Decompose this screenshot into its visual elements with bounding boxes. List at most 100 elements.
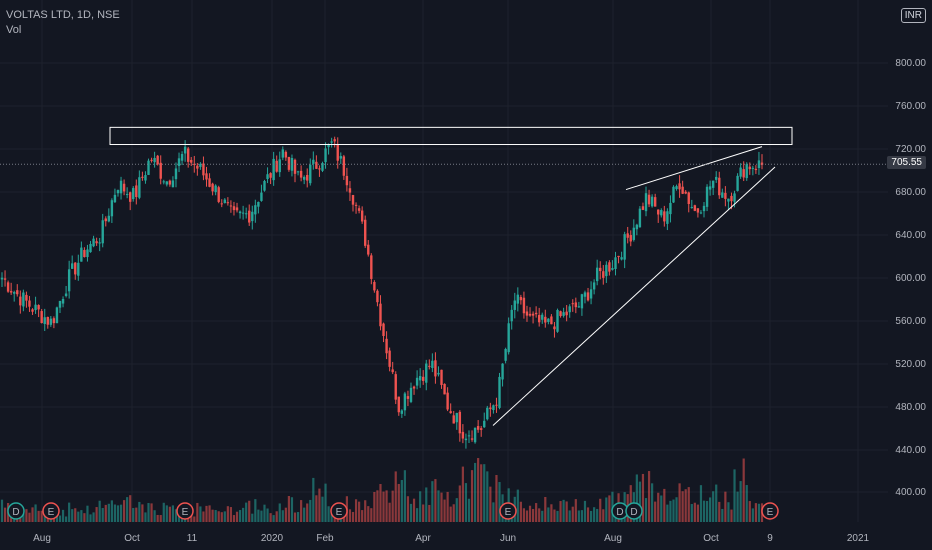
volume-bar (165, 505, 168, 522)
candle-body (217, 187, 220, 202)
volume-bar (150, 503, 153, 522)
candle-body (394, 374, 397, 400)
volume-bar (702, 500, 706, 522)
candle-body (25, 294, 28, 301)
candle-body (55, 307, 59, 324)
candle-body (196, 165, 199, 169)
volume-bar (412, 498, 416, 522)
trend-drawings[interactable] (0, 126, 888, 426)
candle-body (141, 176, 144, 178)
volume-bar (77, 511, 80, 522)
volume-bar (208, 505, 211, 522)
candle-body (528, 313, 532, 316)
volume-bar (696, 504, 700, 522)
candle-body (89, 243, 92, 253)
price-axis[interactable]: 400.00 440.00 480.00 520.00 560.00 600.00 640.… (895, 58, 926, 498)
candle-body (409, 387, 413, 402)
volume-bar (141, 504, 144, 522)
dividend-marker[interactable] (625, 502, 643, 520)
candle-body (705, 186, 709, 207)
candle-body (52, 318, 56, 324)
currency-badge[interactable]: INR (900, 8, 926, 23)
candle-body (232, 206, 236, 211)
volume-bar (315, 495, 318, 522)
candle-body (428, 365, 431, 367)
price-tick-label: 720.00 (895, 144, 926, 155)
volume-bar (593, 507, 596, 522)
volume-bar (101, 508, 104, 522)
volume-bar (443, 499, 446, 522)
candle-body (281, 149, 285, 158)
candle-body (235, 207, 239, 211)
candle-body (379, 303, 382, 327)
volume-bar (58, 515, 62, 522)
volume-bar (446, 491, 449, 522)
volume-bar (122, 500, 126, 522)
candle-body (382, 323, 385, 336)
volume-bar (248, 500, 251, 522)
volume-bar (89, 514, 92, 522)
earnings-marker[interactable] (499, 502, 517, 520)
candle-body (556, 309, 559, 332)
candle-body (653, 197, 657, 207)
candle-body (498, 376, 501, 408)
candle-body (241, 212, 245, 214)
candle-body (13, 292, 16, 294)
candle-body (128, 192, 132, 202)
price-tick-label: 600.00 (895, 273, 926, 284)
volume-bar (28, 512, 31, 522)
candle-body (34, 304, 37, 311)
candle-body (431, 360, 434, 368)
candle-body (223, 199, 227, 204)
volume-bar (242, 507, 245, 522)
candle-body (672, 186, 675, 203)
candle-body (608, 262, 611, 272)
price-tick-label: 800.00 (895, 58, 926, 69)
volume-bar (483, 464, 486, 522)
candle-body (455, 412, 458, 423)
volume-bar (287, 496, 291, 522)
volume-bar (263, 504, 266, 522)
earnings-marker[interactable] (330, 502, 348, 520)
volume-bar (715, 484, 718, 522)
volume-bar (232, 515, 236, 522)
volume-bar (110, 500, 113, 522)
time-axis[interactable]: Aug Oct 11 2020 Feb Apr Jun Aug Oct 9 2021 (33, 533, 869, 544)
candle-body (745, 164, 748, 179)
volume-bar (177, 513, 181, 522)
volume-bar (660, 495, 663, 522)
volume-bar (568, 510, 571, 522)
candle-body (541, 314, 544, 320)
price-tick-label: 440.00 (895, 445, 926, 456)
volume-bar (306, 503, 309, 522)
candle-body (657, 209, 660, 215)
earnings-marker[interactable] (761, 502, 779, 520)
candle-body (681, 186, 684, 194)
candle-body (309, 164, 312, 184)
candle-body (67, 269, 71, 292)
volume-bar (168, 506, 171, 522)
candle-body (174, 168, 178, 180)
volume-bar (214, 510, 217, 522)
symbol-title: VOLTAS LTD, 1D, NSE (6, 9, 120, 21)
candle-body (171, 180, 175, 188)
dividend-marker[interactable] (7, 502, 25, 520)
candle-body (504, 348, 507, 361)
candle-body (525, 311, 529, 316)
volume-bar (144, 512, 147, 522)
candle-body (507, 323, 510, 353)
candle-body (544, 316, 547, 323)
candle-body (0, 277, 4, 280)
candle-body (61, 298, 65, 304)
volume-bar (74, 508, 77, 522)
candle-body (458, 411, 462, 434)
volume-bar (116, 505, 120, 522)
volume-bar (68, 502, 71, 522)
volume-bar (159, 515, 162, 522)
candle-body (86, 249, 89, 258)
earnings-marker[interactable] (176, 502, 194, 520)
earnings-marker[interactable] (42, 502, 60, 520)
candle-body (614, 257, 617, 269)
